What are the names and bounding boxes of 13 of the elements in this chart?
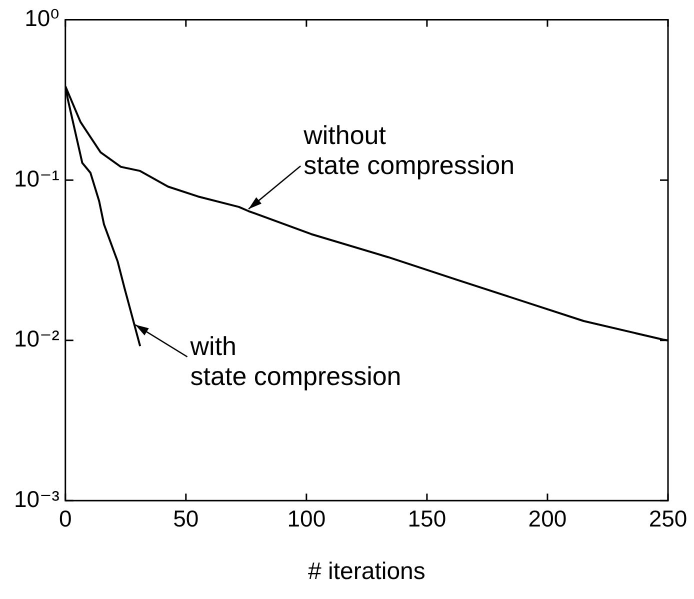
y-tick-label: 10⁻¹ — [14, 165, 60, 192]
y-tick-label: 10⁰ — [24, 5, 60, 32]
y-tick-label: 10⁻² — [14, 326, 60, 352]
annotation: with state compression — [189, 330, 402, 391]
x-tick-label: 50 — [173, 506, 199, 532]
x-axis-title: # iterations — [308, 558, 426, 586]
x-tick-label: 150 — [408, 506, 446, 532]
x-tick-label: 250 — [648, 506, 688, 532]
x-tick-label: 100 — [287, 506, 326, 532]
x-tick-label: 200 — [528, 506, 567, 532]
y-tick-label: 10⁻³ — [14, 486, 60, 512]
x-tick-label: 0 — [58, 506, 72, 532]
annotation: without state compression — [302, 120, 515, 180]
